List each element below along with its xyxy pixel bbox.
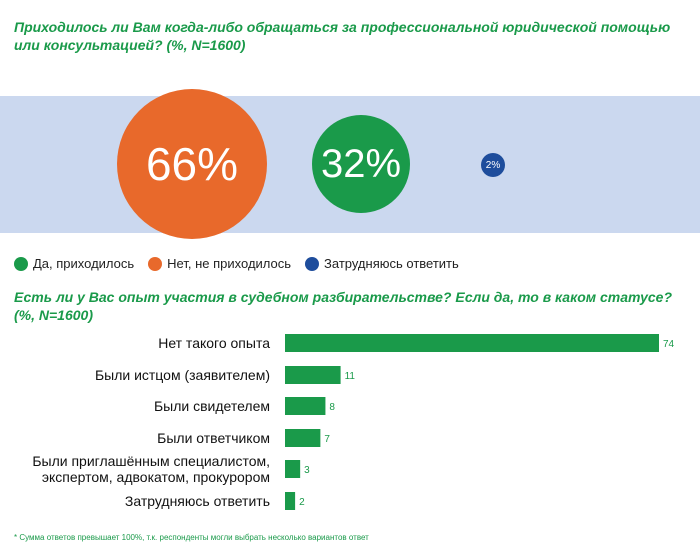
- question-2-title: Есть ли у Вас опыт участия в судебном ра…: [14, 289, 673, 323]
- bar-5: [285, 492, 296, 510]
- legend-label-no: Нет, не приходилось: [167, 256, 292, 271]
- category-label-0-0: Нет такого опыта: [158, 335, 270, 351]
- category-label-4-1: экспертом, адвокатом, прокурором: [42, 469, 270, 485]
- legend-dot-yes: [14, 256, 28, 271]
- legend-label-unsure: Затрудняюсь ответить: [324, 256, 459, 271]
- bar-value-label-3: 7: [324, 434, 330, 445]
- category-label-1-0: Были истцом (заявителем): [95, 367, 270, 383]
- legend: Да, приходилось Нет, не приходилось Затр…: [14, 256, 473, 271]
- footnote: * Сумма ответов превышает 100%, т.к. рес…: [14, 533, 369, 542]
- bar-chart: 74 Нет такого опыта 11 Были истцом (заявите…: [32, 334, 675, 510]
- question-1-title: Приходилось ли Вам когда-либо обращаться…: [14, 19, 671, 53]
- bar-0: [285, 334, 659, 352]
- category-label-4-0: Были приглашённым специалистом,: [32, 453, 270, 469]
- legend-label-yes: Да, приходилось: [33, 256, 135, 271]
- bar-value-label-1: 11: [345, 371, 356, 382]
- legend-dot-no: [148, 256, 163, 271]
- legend-item-unsure: Затрудняюсь ответить: [305, 256, 459, 271]
- category-label-3-0: Были ответчиком: [157, 430, 270, 446]
- bar-3: [285, 429, 321, 447]
- bar-value-label-5: 2: [299, 497, 305, 508]
- bar-value-label-4: 3: [304, 465, 310, 476]
- bar-4: [285, 460, 301, 478]
- category-label-5-0: Затрудняюсь ответить: [125, 493, 270, 509]
- bar-value-label-0: 74: [663, 339, 675, 350]
- legend-item-no: Нет, не приходилось: [148, 256, 291, 271]
- legend-item-yes: Да, приходилось: [14, 256, 134, 271]
- category-label-2-0: Были свидетелем: [154, 398, 270, 414]
- circle-no: 66%: [117, 89, 267, 239]
- bar-2: [285, 397, 326, 415]
- circle-yes: 32%: [312, 115, 410, 213]
- circle-unsure: 2%: [481, 153, 505, 177]
- bar-1: [285, 366, 341, 384]
- bar-value-label-2: 8: [329, 402, 335, 413]
- legend-dot-unsure: [305, 256, 320, 271]
